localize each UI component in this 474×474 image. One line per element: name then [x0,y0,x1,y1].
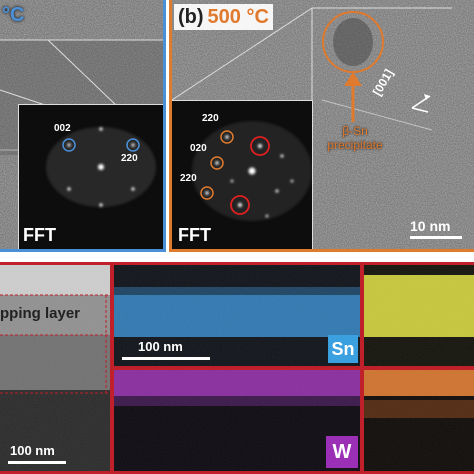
precipitate-label-line1: β-Sn [342,124,368,138]
panel-b-spot-circle-2 [210,156,224,170]
panel-b-scalebar [410,236,462,239]
map-yellow [364,265,474,366]
panel-b-spot-circle-3 [200,186,214,200]
sn-element-label: Sn [331,338,355,359]
panel-b-spot-label-1: 220 [202,113,219,124]
panel-b-spot-label-3: 220 [180,173,197,184]
panel-b-letter: (b) [178,5,204,28]
panel-a-spot-circle-1 [62,138,76,152]
panel-a-temperature: °C [2,4,25,26]
precipitate-label-line2: precipitate [327,138,383,152]
w-element-label: W [332,440,352,463]
map-yellow-graphic [364,265,474,366]
panel-b-temperature: 500 °C [207,5,269,28]
sn-scalebar [122,357,210,360]
panel-b-red-circle-2 [230,195,250,215]
panel-a-fft-inset: 002 220 FFT [18,104,163,249]
panel-b: 220 020 220 FFT (b) 500 °C [001] β-Sn pr… [169,0,474,252]
layer-label: pping layer [0,305,81,322]
panel-b-fft-pattern [172,101,312,249]
panel-a-fft-label: FFT [23,225,56,245]
sn-map-graphic [114,265,360,366]
panel-b-fft-inset: 220 020 220 FFT [172,100,313,249]
sn-element-badge: Sn [328,335,358,363]
panel-b-image: 220 020 220 FFT (b) 500 °C [001] β-Sn pr… [172,0,474,249]
panel-a-spot-label-1: 002 [54,123,71,134]
panel-bottom: pping layer 100 nm 100 nm Sn W [0,262,474,474]
stem-scalebar-label: 100 nm [10,443,55,458]
panel-b-spot-circle-1 [220,130,234,144]
map-orange-graphic [364,370,474,471]
panel-a-spot-label-2: 220 [121,153,138,164]
stem-scalebar [8,461,66,464]
panel-b-scalebar-label: 10 nm [410,218,451,234]
stem-image: pping layer 100 nm [0,265,110,471]
precipitate-label: β-Sn precipitate [320,124,390,152]
sn-map: 100 nm Sn [114,265,360,366]
panel-a-spot-circle-2 [126,138,140,152]
panel-b-spot-label-2: 020 [190,143,207,154]
w-map: W [114,370,360,471]
w-map-graphic [114,370,360,471]
w-element-badge: W [326,436,358,468]
sn-scalebar-label: 100 nm [138,339,183,354]
row-gap [0,252,474,262]
map-orange [364,370,474,471]
panel-b-fft-label: FFT [178,225,211,245]
panel-a-image: 002 220 FFT °C [0,0,163,249]
panel-b-title: (b) 500 °C [174,4,273,30]
stem-image-graphic [0,265,110,471]
panel-a-fft-pattern [19,105,163,249]
panel-a: 002 220 FFT °C [0,0,166,252]
panel-b-red-circle-1 [250,136,270,156]
